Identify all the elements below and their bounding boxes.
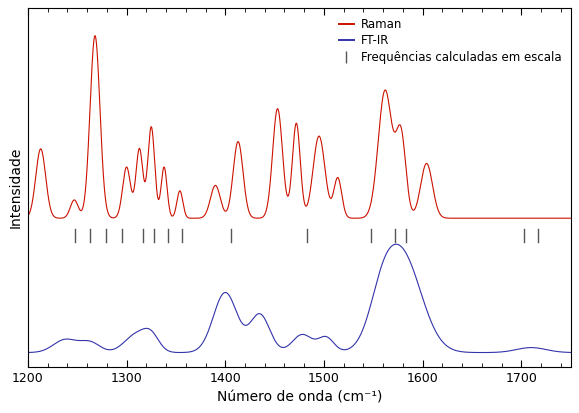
- X-axis label: Número de onda (cm⁻¹): Número de onda (cm⁻¹): [217, 391, 382, 405]
- Y-axis label: Intensidade: Intensidade: [8, 147, 23, 228]
- Legend: Raman, FT-IR, Frequências calculadas em escala: Raman, FT-IR, Frequências calculadas em …: [336, 14, 565, 67]
